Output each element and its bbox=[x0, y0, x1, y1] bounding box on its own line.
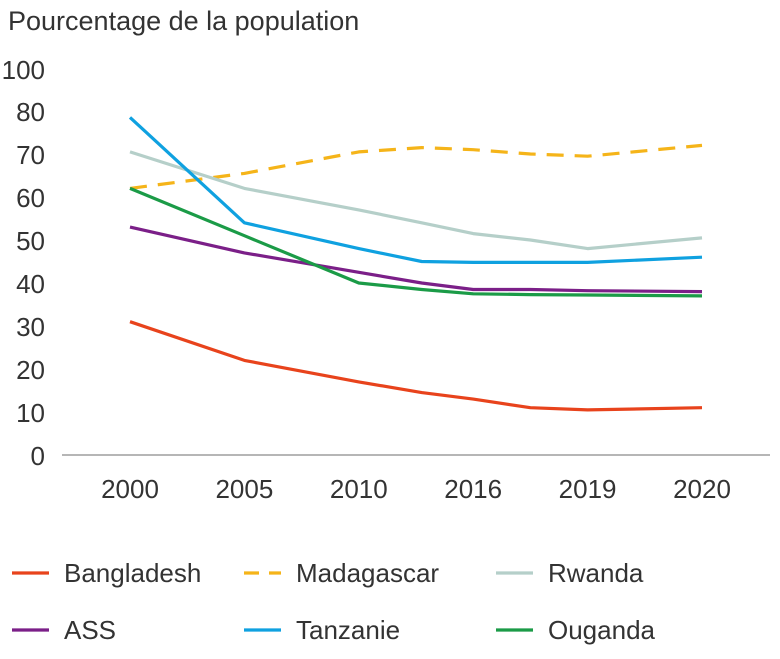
y-tick-label: 70 bbox=[16, 140, 45, 170]
y-tick-label: 0 bbox=[31, 441, 45, 471]
legend-label-madagascar: Madagascar bbox=[296, 558, 439, 588]
y-tick-label: 50 bbox=[16, 226, 45, 256]
legend-label-ouganda: Ouganda bbox=[548, 615, 656, 645]
legend: Bangladesh Madagascar Rwanda ASS Tanzanie Oug… bbox=[12, 558, 656, 645]
y-tick-label: 40 bbox=[16, 269, 45, 299]
y-tick-label: 100 bbox=[2, 55, 45, 85]
series-lines bbox=[128, 116, 703, 412]
y-tick-label: 30 bbox=[16, 312, 45, 342]
y-tick-label: 80 bbox=[16, 97, 45, 127]
x-axis-ticks: 2000 2005 2010 2016 2019 2020 bbox=[101, 474, 731, 504]
series-line-bangladesh bbox=[129, 320, 703, 412]
y-axis-title: Pourcentage de la population bbox=[8, 6, 359, 36]
series-line-ass bbox=[129, 225, 703, 294]
x-tick-label: 2020 bbox=[673, 474, 731, 504]
x-tick-label: 2005 bbox=[215, 474, 273, 504]
x-tick-label: 2010 bbox=[330, 474, 388, 504]
x-tick-label: 2000 bbox=[101, 474, 159, 504]
legend-label-ass: ASS bbox=[64, 615, 116, 645]
series-line-rwanda bbox=[129, 150, 703, 251]
series-line-ouganda bbox=[129, 186, 703, 298]
y-tick-label: 20 bbox=[16, 355, 45, 385]
x-tick-label: 2016 bbox=[444, 474, 502, 504]
series-line-madagascar bbox=[129, 143, 703, 190]
legend-label-tanzanie: Tanzanie bbox=[296, 615, 400, 645]
y-tick-label: 60 bbox=[16, 183, 45, 213]
y-tick-label: 10 bbox=[16, 398, 45, 428]
legend-label-rwanda: Rwanda bbox=[548, 558, 644, 588]
series-line-tanzanie bbox=[128, 116, 703, 264]
x-tick-label: 2019 bbox=[559, 474, 617, 504]
legend-label-bangladesh: Bangladesh bbox=[64, 558, 201, 588]
